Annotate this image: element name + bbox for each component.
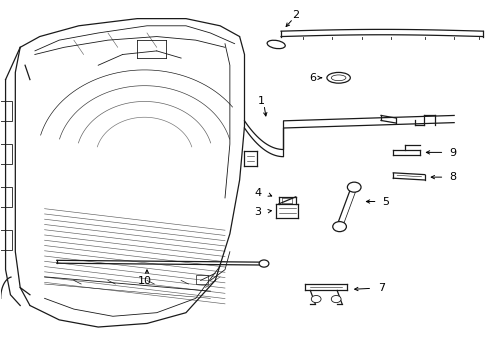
Ellipse shape <box>266 40 285 49</box>
Text: 8: 8 <box>448 172 455 183</box>
Ellipse shape <box>326 72 349 83</box>
Bar <box>195 275 207 284</box>
Text: 5: 5 <box>382 197 389 207</box>
Text: 3: 3 <box>254 207 261 217</box>
Circle shape <box>332 222 346 231</box>
Bar <box>0 101 12 121</box>
Bar <box>0 230 12 250</box>
Text: 7: 7 <box>378 283 385 293</box>
Text: 2: 2 <box>291 10 299 20</box>
Circle shape <box>259 260 268 267</box>
Bar <box>0 187 12 207</box>
Text: 6: 6 <box>308 73 316 83</box>
Circle shape <box>311 296 321 303</box>
Text: 9: 9 <box>448 148 455 158</box>
Text: 1: 1 <box>258 96 264 106</box>
Circle shape <box>330 296 340 303</box>
Bar <box>0 144 12 164</box>
Text: 10: 10 <box>137 276 151 286</box>
Ellipse shape <box>330 75 345 81</box>
Circle shape <box>346 182 360 192</box>
Text: 4: 4 <box>254 188 261 198</box>
